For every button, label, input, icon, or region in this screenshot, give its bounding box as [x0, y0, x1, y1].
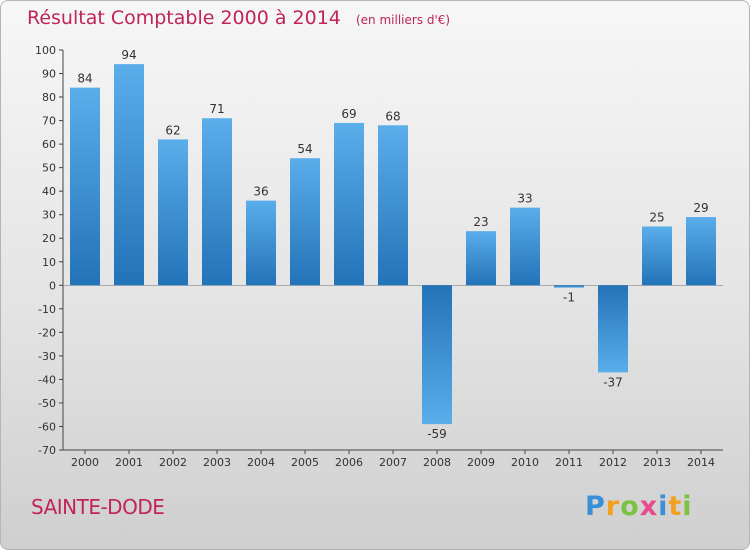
- data-label: 71: [209, 102, 224, 116]
- x-tick-label: 2002: [159, 456, 187, 469]
- bars: [70, 64, 716, 425]
- data-label: 94: [121, 48, 136, 62]
- data-label: 54: [297, 142, 312, 156]
- logo-letter: r: [605, 491, 621, 522]
- x-tick-label: 2006: [335, 456, 363, 469]
- bar-2005: [290, 158, 320, 286]
- bar-2014: [686, 217, 716, 286]
- data-label: 69: [341, 107, 356, 121]
- title-block: Résultat Comptable 2000 à 2014 (en milli…: [27, 7, 450, 29]
- data-label: 36: [253, 185, 268, 199]
- x-tick-label: 2010: [511, 456, 539, 469]
- y-tick-label: 60: [42, 138, 56, 151]
- y-tick-label: -70: [38, 444, 56, 457]
- data-label: 25: [649, 210, 664, 224]
- y-tick-label: -50: [38, 397, 56, 410]
- y-tick-label: -60: [38, 420, 56, 433]
- y-tick-label: 70: [42, 115, 56, 128]
- logo-letter: i: [658, 491, 669, 522]
- proxiti-logo[interactable]: Proxiti: [585, 491, 693, 522]
- bar-2002: [158, 139, 188, 286]
- data-label: 33: [517, 192, 532, 206]
- bar-2009: [466, 231, 496, 286]
- x-tick-label: 2008: [423, 456, 451, 469]
- logo-letter: t: [668, 491, 683, 522]
- bar-2000: [70, 87, 100, 286]
- y-tick-label: 50: [42, 162, 56, 175]
- y-tick-label: 20: [42, 232, 56, 245]
- logo-letter: i: [682, 491, 693, 522]
- bar-2008: [422, 285, 452, 425]
- y-tick-label: 80: [42, 91, 56, 104]
- chart-title: Résultat Comptable 2000 à 2014: [27, 7, 341, 29]
- y-tick-label: -10: [38, 303, 56, 316]
- data-label: 23: [473, 215, 488, 229]
- data-label: 84: [77, 72, 92, 86]
- x-tick-label: 2004: [247, 456, 275, 469]
- y-tick-label: -40: [38, 373, 56, 386]
- logo-letter: P: [585, 491, 606, 522]
- x-tick-label: 2000: [71, 456, 99, 469]
- y-tick-label: -30: [38, 350, 56, 363]
- logo-letter: x: [639, 491, 659, 522]
- bar-2004: [246, 200, 276, 286]
- data-label: -1: [563, 291, 575, 305]
- commune-name: SAINTE-DODE: [31, 495, 165, 519]
- bar-2012: [598, 285, 628, 373]
- logo-letter: o: [620, 491, 640, 522]
- x-tick-label: 2014: [687, 456, 715, 469]
- x-tick-label: 2011: [555, 456, 583, 469]
- y-tick-label: 30: [42, 209, 56, 222]
- bar-2011: [554, 285, 584, 288]
- y-tick-label: 10: [42, 256, 56, 269]
- bar-2006: [334, 122, 364, 286]
- y-tick-label: -20: [38, 326, 56, 339]
- data-label: 62: [165, 123, 180, 137]
- data-label: -37: [603, 375, 623, 389]
- y-tick-label: 100: [35, 44, 56, 57]
- y-tick-label: 90: [42, 68, 56, 81]
- x-tick-label: 2009: [467, 456, 495, 469]
- bar-2013: [642, 226, 672, 286]
- x-tick-label: 2005: [291, 456, 319, 469]
- bar-2001: [114, 64, 144, 286]
- x-tick-label: 2013: [643, 456, 671, 469]
- x-tick-label: 2003: [203, 456, 231, 469]
- data-label: -59: [427, 427, 447, 441]
- x-tick-label: 2012: [599, 456, 627, 469]
- x-tick-label: 2001: [115, 456, 143, 469]
- bar-2010: [510, 207, 540, 286]
- data-label: 29: [693, 201, 708, 215]
- y-tick-label: 40: [42, 185, 56, 198]
- bar-2003: [202, 118, 232, 286]
- chart-unit: (en milliers d'€): [355, 13, 451, 27]
- bar-2007: [378, 125, 408, 286]
- data-labels: 84 94 62 71 36 54 69 68 -59 23 33 -1 -37 25 29: [77, 48, 708, 441]
- x-tick-label: 2007: [379, 456, 407, 469]
- y-tick-label: 0: [49, 279, 56, 292]
- axes: 1009080706050403020100-10-20-30-40-50-60…: [35, 44, 723, 469]
- data-label: 68: [385, 109, 400, 123]
